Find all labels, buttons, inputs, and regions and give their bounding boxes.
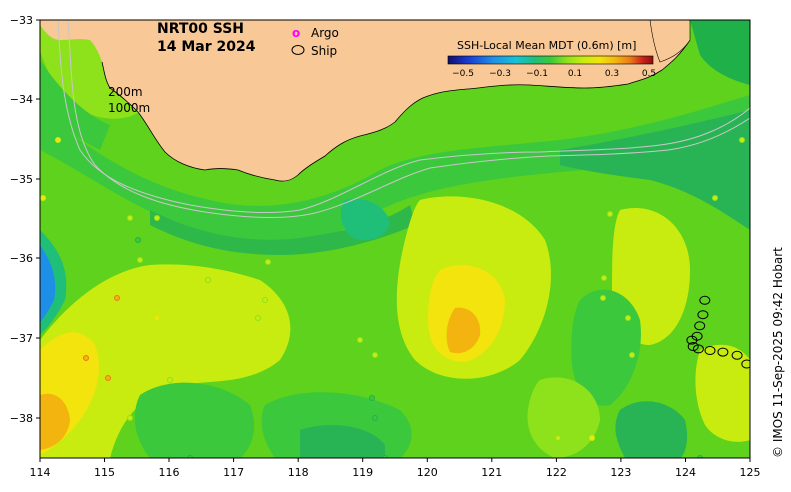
ssh-eddy-orange bbox=[446, 307, 481, 354]
x-tick-label: 116 bbox=[159, 466, 180, 479]
x-tick-label: 122 bbox=[546, 466, 567, 479]
y-tick-label: −37 bbox=[10, 332, 33, 345]
x-tick-label: 115 bbox=[94, 466, 115, 479]
ship-position-marker bbox=[686, 335, 698, 345]
isobath-200m-label: 200m bbox=[108, 85, 143, 99]
ssh-east-green bbox=[571, 289, 641, 406]
x-tick-label: 123 bbox=[610, 466, 631, 479]
ssh-mid-lime bbox=[527, 377, 600, 458]
land-ne-fragment bbox=[649, 19, 691, 63]
colorbar-tick: 0.5 bbox=[642, 69, 656, 79]
x-tick-label: 118 bbox=[288, 466, 309, 479]
ssh-cyan-patch bbox=[340, 198, 390, 240]
ship-position-marker bbox=[692, 344, 704, 354]
x-tick-label: 124 bbox=[675, 466, 696, 479]
ssh-south-green bbox=[134, 382, 255, 458]
colorbar-tick: −0.5 bbox=[452, 69, 474, 79]
ssh-se-green bbox=[615, 401, 688, 458]
y-axis: −33 −34 −35 −36 −37 −38 bbox=[10, 14, 40, 425]
ship-position-marker bbox=[731, 350, 743, 360]
x-tick-label: 120 bbox=[417, 466, 438, 479]
ssh-sw-orange bbox=[40, 393, 70, 450]
colorbar-title: SSH-Local Mean MDT (0.6m) [m] bbox=[457, 39, 636, 52]
isobath-200m bbox=[57, 20, 750, 213]
coastline bbox=[101, 39, 691, 182]
map-title: NRT00 SSH bbox=[157, 21, 244, 37]
ship-position-marker bbox=[741, 359, 750, 369]
x-axis: 114 115 116 117 118 119 120 121 122 123 … bbox=[30, 458, 761, 479]
x-tick-label: 114 bbox=[30, 466, 51, 479]
colorbar-tick: −0.1 bbox=[526, 69, 548, 79]
plot-frame bbox=[39, 19, 751, 459]
ssh-ne-green bbox=[690, 20, 750, 85]
y-tick-label: −36 bbox=[10, 252, 33, 265]
ssh-west-blue bbox=[40, 245, 56, 322]
ship-position-marker bbox=[687, 342, 699, 351]
y-tick-label: −33 bbox=[10, 14, 33, 27]
argo-marker-icon: o bbox=[292, 26, 300, 40]
ship-position-marker bbox=[717, 347, 729, 357]
map-date: 14 Mar 2024 bbox=[157, 39, 256, 55]
ship-position-marker bbox=[694, 321, 706, 331]
x-tick-label: 119 bbox=[352, 466, 373, 479]
colorbar: SSH-Local Mean MDT (0.6m) [m] −0.5 −0.3 … bbox=[447, 39, 656, 79]
isobaths bbox=[57, 20, 750, 218]
ssh-shelf-band-2 bbox=[150, 205, 415, 255]
ship-position-marker bbox=[704, 346, 716, 355]
ship-position-marker bbox=[699, 295, 711, 305]
ship-legend-label: Ship bbox=[311, 44, 337, 58]
ssh-sw-lime bbox=[40, 264, 291, 458]
ssh-east-shelf bbox=[560, 110, 750, 230]
isobath-1000m bbox=[67, 20, 750, 218]
x-tick-label: 117 bbox=[223, 466, 244, 479]
marker-legend: o Argo Ship bbox=[291, 26, 339, 58]
isobath-1000m-label: 1000m bbox=[108, 101, 150, 115]
ship-marker-icon bbox=[291, 45, 305, 55]
y-tick-label: −38 bbox=[10, 412, 33, 425]
argo-legend-label: Argo bbox=[311, 26, 339, 40]
colorbar-tick: 0.3 bbox=[605, 69, 619, 79]
imos-credit: © IMOS 11-Sep-2025 09:42 Hobart bbox=[771, 247, 785, 458]
colorbar-tick: 0.1 bbox=[568, 69, 582, 79]
ship-track bbox=[686, 295, 750, 369]
ssh-south-darkgreen bbox=[300, 425, 385, 458]
y-tick-label: −34 bbox=[10, 93, 33, 106]
colorbar-tick: −0.3 bbox=[489, 69, 511, 79]
float-markers bbox=[40, 137, 745, 458]
y-tick-label: −35 bbox=[10, 173, 33, 186]
x-tick-label: 125 bbox=[740, 466, 761, 479]
ssh-east-edge-lime bbox=[695, 344, 750, 442]
x-tick-label: 121 bbox=[481, 466, 502, 479]
colorbar-gradient bbox=[447, 55, 654, 65]
ship-position-marker bbox=[697, 310, 709, 320]
